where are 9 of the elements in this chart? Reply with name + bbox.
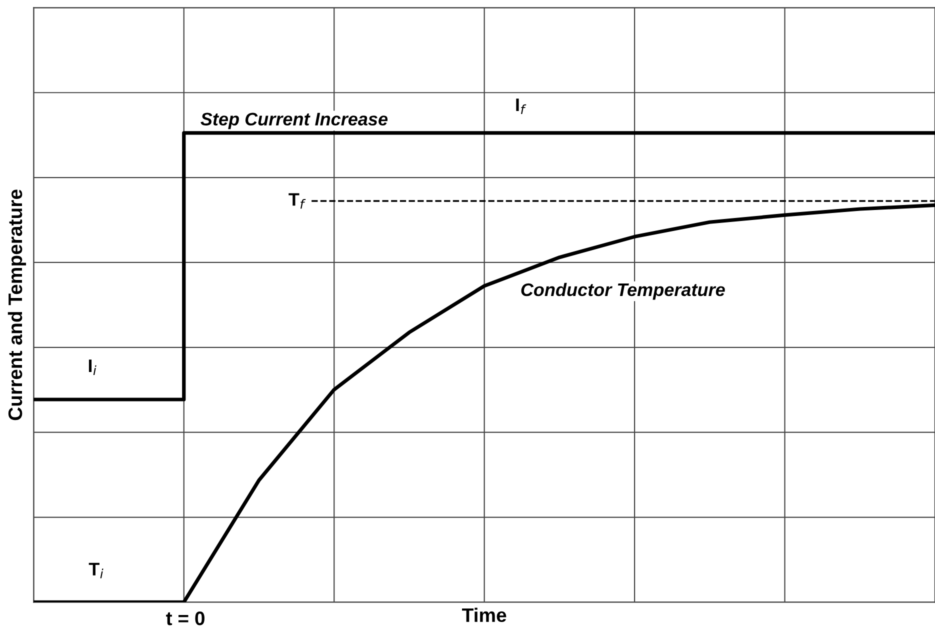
y-axis-title: Current and Temperature (8, 190, 26, 420)
ref-line-label: T$_{f}$ (288, 193, 306, 209)
annotation: Conductor Temperature (521, 282, 725, 300)
text: Step Current Increase (200, 112, 388, 130)
annotation: T$_{i}$ (88, 562, 104, 578)
text: t = 0 (166, 611, 204, 626)
text: I$_{f}$ (516, 98, 526, 114)
annotation: I$_{i}$ (88, 360, 96, 375)
x-axis-title: Time (462, 608, 506, 622)
